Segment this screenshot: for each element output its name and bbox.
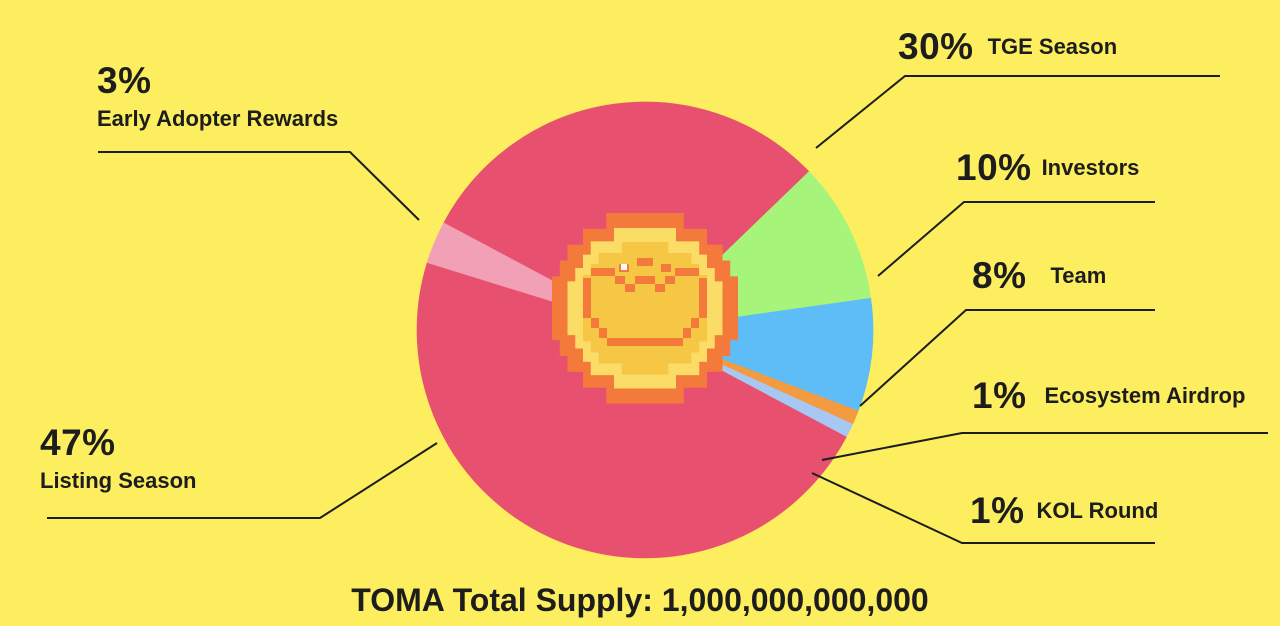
label-ecosystem-airdrop-name: Ecosystem Airdrop <box>1044 383 1246 408</box>
label-investors-name: Investors <box>1041 155 1140 180</box>
label-tge-season-percent: 30% <box>898 26 974 67</box>
label-listing-season-name: Listing Season <box>40 468 197 493</box>
label-listing-season-percent: 47% <box>40 422 116 463</box>
label-kol-round: 1% KOL Round <box>970 490 1158 532</box>
label-team-name: Team <box>1050 263 1107 288</box>
label-investors-percent: 10% <box>956 147 1032 188</box>
leader-line-investors <box>877 201 1155 277</box>
label-early-adopter-rewards-percent: 3% <box>97 60 152 101</box>
pie-slice-listing-season <box>416 262 847 559</box>
label-tge-season: 30% TGE Season <box>898 26 1117 68</box>
leader-line-kol-round <box>811 472 1155 544</box>
label-ecosystem-airdrop: 1% Ecosystem Airdrop <box>972 375 1245 417</box>
leader-line-listing-season <box>47 442 438 519</box>
label-early-adopter-rewards-name: Early Adopter Rewards <box>97 106 339 131</box>
leader-line-tge-season <box>815 75 1220 149</box>
label-kol-round-percent: 1% <box>970 490 1025 531</box>
label-team-percent: 8% <box>972 255 1027 296</box>
leader-line-team <box>859 309 1155 407</box>
label-listing-season: 47% Listing Season <box>40 422 196 494</box>
label-team: 8% Team <box>972 255 1106 297</box>
leader-line-early-adopter-rewards <box>98 151 420 221</box>
label-ecosystem-airdrop-percent: 1% <box>972 375 1027 416</box>
label-investors: 10% Investors <box>956 147 1139 189</box>
pixel-coin-icon <box>552 213 738 404</box>
label-early-adopter-rewards: 3% Early Adopter Rewards <box>97 60 338 132</box>
label-tge-season-name: TGE Season <box>987 34 1118 59</box>
leader-line-ecosystem-airdrop <box>821 432 1268 461</box>
total-supply-footer: TOMA Total Supply: 1,000,000,000,000 <box>351 582 929 618</box>
label-kol-round-name: KOL Round <box>1036 498 1159 523</box>
